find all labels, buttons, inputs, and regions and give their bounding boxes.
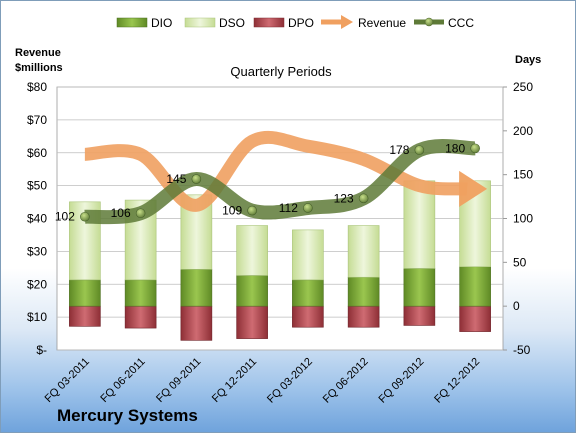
bar-dio bbox=[69, 279, 101, 307]
ccc-data-label: 112 bbox=[279, 201, 298, 215]
ccc-point bbox=[80, 211, 90, 222]
ccc-data-label: 106 bbox=[111, 206, 131, 220]
ccc-line bbox=[84, 138, 476, 225]
legend-swatch-ccc bbox=[414, 17, 444, 27]
x-tick-label: FQ 06-2011 bbox=[98, 356, 147, 405]
plot-area: 102 106 145 109 112 123 178 180 bbox=[55, 86, 504, 351]
left-tick-label: $20 bbox=[27, 277, 47, 291]
left-tick-label: $80 bbox=[27, 80, 47, 94]
ccc-data-label: 109 bbox=[222, 204, 242, 218]
ccc-data-label: 178 bbox=[389, 143, 409, 157]
bar-dpo bbox=[124, 305, 157, 329]
ccc-data-label: 102 bbox=[55, 210, 75, 224]
ccc-point bbox=[191, 174, 202, 184]
ccc-point bbox=[247, 205, 257, 216]
bar-dio bbox=[292, 279, 324, 307]
bar-dpo bbox=[403, 305, 436, 326]
right-tick-label: 250 bbox=[513, 80, 533, 94]
left-tick-label: $10 bbox=[27, 310, 47, 324]
bar-dpo bbox=[69, 305, 101, 327]
left-tick-label: $- bbox=[36, 343, 47, 357]
left-axis-title-line1: Revenue bbox=[15, 47, 61, 59]
revenue-line bbox=[84, 130, 468, 212]
left-tick-label: $70 bbox=[27, 113, 47, 127]
legend-swatch-dso bbox=[184, 17, 216, 28]
ccc-point bbox=[414, 145, 425, 155]
right-tick-label: 50 bbox=[513, 255, 527, 269]
ccc-point bbox=[303, 203, 313, 213]
bar-dpo bbox=[347, 305, 380, 328]
bar-dio bbox=[347, 276, 380, 307]
left-tick-label: $60 bbox=[27, 146, 47, 160]
right-tick-label: 0 bbox=[513, 299, 520, 313]
right-tick-label: -50 bbox=[513, 343, 531, 357]
bar-dio bbox=[459, 266, 491, 307]
left-axis: $- $10 $20 $30 $40 $50 $60 $70 $80 bbox=[27, 80, 47, 357]
bar-dpo bbox=[180, 305, 213, 341]
ccc-point bbox=[135, 208, 146, 219]
left-tick-label: $30 bbox=[27, 244, 47, 258]
x-tick-label: FQ 12-2012 bbox=[432, 356, 482, 406]
legend-label-revenue: Revenue bbox=[358, 16, 406, 30]
left-tick-label: $40 bbox=[27, 212, 47, 226]
ccc-data-label: 145 bbox=[166, 172, 186, 186]
bar-dio bbox=[180, 269, 213, 307]
bar-dso bbox=[347, 225, 380, 278]
bar-dio bbox=[236, 275, 268, 307]
revenue-arrowhead bbox=[459, 170, 488, 207]
legend: DIO DSO DPO Revenue CCC bbox=[116, 15, 474, 30]
right-tick-label: 200 bbox=[513, 124, 533, 138]
right-axis-title: Days bbox=[515, 54, 541, 66]
legend-label-dpo: DPO bbox=[288, 16, 314, 30]
legend-swatch-revenue bbox=[321, 15, 353, 29]
left-tick-label: $50 bbox=[27, 179, 47, 193]
x-tick-label: FQ 06-2012 bbox=[321, 356, 371, 406]
legend-swatch-dio bbox=[116, 17, 148, 28]
bar-dso bbox=[403, 180, 436, 269]
x-tick-label: FQ 03-2012 bbox=[265, 356, 315, 406]
company-name: Mercury Systems bbox=[57, 406, 198, 425]
right-tick-label: 100 bbox=[513, 212, 533, 226]
bar-dio bbox=[124, 279, 157, 307]
ccc-point bbox=[470, 143, 480, 154]
bar-dpo bbox=[459, 305, 491, 332]
ccc-point bbox=[358, 193, 369, 204]
bar-dso bbox=[236, 225, 268, 276]
x-tick-label: FQ 09-2012 bbox=[377, 356, 427, 406]
bar-dpo bbox=[292, 305, 324, 328]
x-tick-label: FQ 03-2011 bbox=[43, 356, 92, 405]
right-tick-label: 150 bbox=[513, 168, 533, 182]
chart-title: Quarterly Periods bbox=[230, 64, 332, 79]
legend-swatch-dpo bbox=[253, 17, 285, 28]
legend-label-dio: DIO bbox=[151, 16, 172, 30]
bar-dio bbox=[403, 268, 436, 307]
legend-label-dso: DSO bbox=[219, 16, 245, 30]
ccc-data-label: 123 bbox=[334, 191, 354, 205]
x-axis: FQ 03-2011 FQ 06-2011 FQ 09-2011 FQ 12-2011… bbox=[43, 356, 483, 406]
left-axis-title-line2: $millions bbox=[15, 62, 63, 74]
x-tick-label: FQ 12-2011 bbox=[210, 356, 259, 405]
right-axis: -50 0 50 100 150 200 250 bbox=[503, 80, 533, 357]
legend-label-ccc: CCC bbox=[448, 16, 474, 30]
bar-dso bbox=[292, 229, 324, 281]
bar-dpo bbox=[236, 305, 268, 339]
ccc-data-label: 180 bbox=[445, 141, 465, 155]
x-tick-label: FQ 09-2011 bbox=[154, 356, 203, 405]
